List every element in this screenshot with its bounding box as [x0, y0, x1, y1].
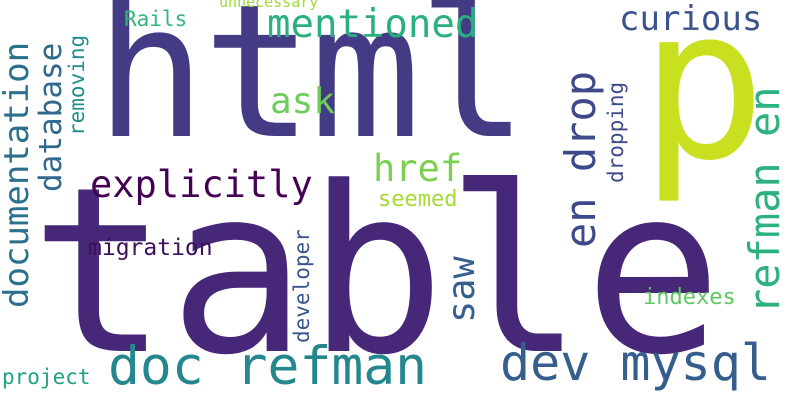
- word-p: p: [640, 0, 767, 207]
- word-dropping: dropping: [604, 81, 628, 183]
- word-indexes: indexes: [643, 285, 736, 310]
- word-explicitly: explicitly: [90, 163, 313, 206]
- word-mentioned: mentioned: [267, 2, 479, 47]
- word-database: database: [33, 42, 69, 192]
- word-table: table: [30, 139, 723, 400]
- word-saw: saw: [440, 256, 483, 323]
- word-rails: Rails: [124, 7, 188, 31]
- word-curious: curious: [619, 0, 763, 39]
- word-refman-en: refman en: [740, 86, 789, 314]
- word-removing: removing: [65, 34, 89, 136]
- word-project: project: [2, 365, 91, 389]
- word-seemed: seemed: [378, 187, 458, 212]
- word-migration: migration: [88, 235, 213, 261]
- word-html: html: [95, 0, 529, 180]
- word-developer: developer: [290, 229, 314, 343]
- word-documentation: documentation: [0, 41, 37, 308]
- word-ask: ask: [270, 81, 336, 122]
- word-unnecessary: unnecessary: [219, 0, 319, 11]
- word-dev-mysql: dev mysql: [500, 334, 771, 392]
- word-en-drop: en drop: [556, 70, 605, 248]
- word-href: href: [373, 147, 463, 190]
- word-doc-refman: doc refman: [108, 336, 428, 397]
